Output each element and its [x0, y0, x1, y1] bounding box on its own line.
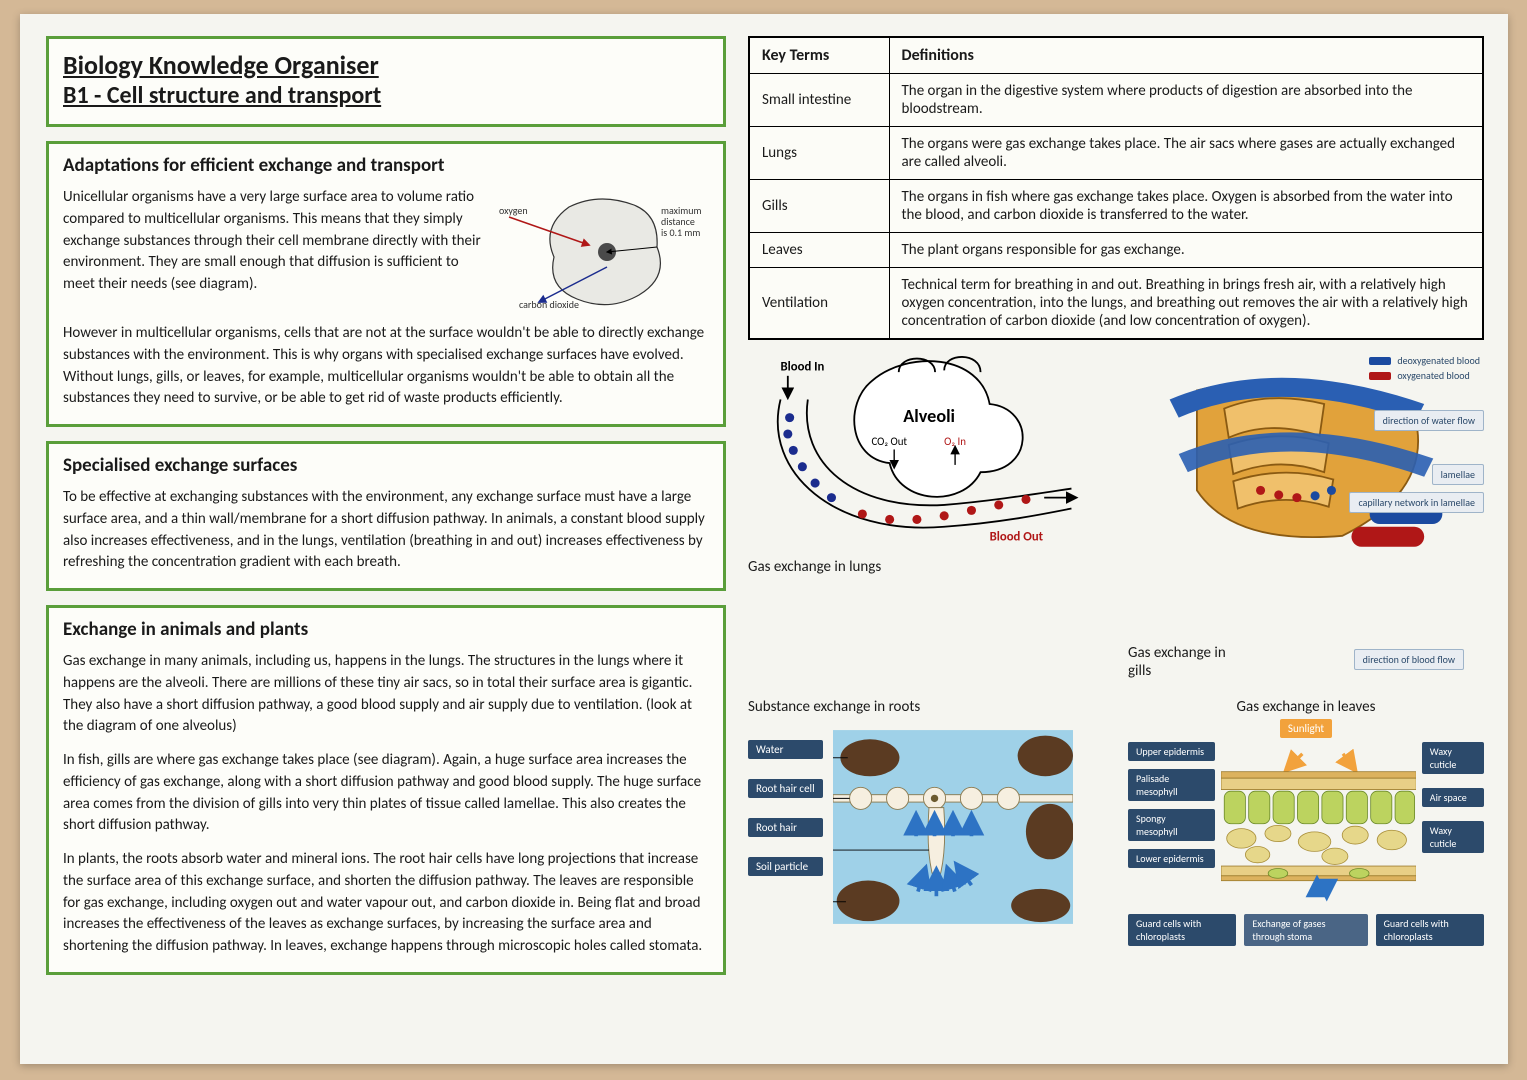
keyterm-def: The plant organs responsible for gas exc…: [889, 233, 1483, 268]
table-row: VentilationTechnical term for breathing …: [749, 268, 1483, 340]
leaf-waxy2: Waxy cuticle: [1422, 821, 1484, 853]
alveoli-o2: O₂ In: [944, 435, 966, 448]
diagram-alveoli: Blood In Alveoli CO₂ Out O₂ In: [748, 354, 1104, 676]
keyterm-def: Technical term for breathing in and out.…: [889, 268, 1483, 340]
worksheet-page: Biology Knowledge Organiser B1 - Cell st…: [20, 14, 1508, 1064]
left-column: Biology Knowledge Organiser B1 - Cell st…: [46, 36, 726, 1046]
keyterms-col1: Key Terms: [749, 37, 889, 74]
gill-capnet: capillary network in lamellae: [1349, 492, 1484, 513]
section-adaptations: Adaptations for efficient exchange and t…: [46, 141, 726, 427]
keyterm-term: Small intestine: [749, 74, 889, 127]
keyterm-term: Leaves: [749, 233, 889, 268]
page-title-2: B1 - Cell structure and transport: [63, 81, 709, 110]
alveoli-label: Alveoli: [903, 405, 955, 427]
keyterm-def: The organs in fish where gas exchange ta…: [889, 180, 1483, 233]
alveoli-caption: Gas exchange in lungs: [748, 558, 1104, 576]
alveoli-blood-out: Blood Out: [990, 529, 1044, 544]
leaf-upper: Upper epidermis: [1128, 742, 1215, 761]
cell-label-co2: carbon dioxide: [519, 299, 579, 310]
section1-heading: Adaptations for efficient exchange and t…: [63, 154, 709, 177]
leaf-waxy1: Waxy cuticle: [1422, 742, 1484, 774]
roots-caption: Substance exchange in roots: [748, 698, 1104, 716]
gill-bloodflow: direction of blood flow: [1354, 649, 1464, 670]
section3-p2: In fish, gills are where gas exchange ta…: [63, 750, 709, 837]
table-row: LeavesThe plant organs responsible for g…: [749, 233, 1483, 268]
section3-p1: Gas exchange in many animals, including …: [63, 651, 709, 738]
diagrams-grid: Blood In Alveoli CO₂ Out O₂ In: [748, 354, 1484, 1046]
section3-heading: Exchange in animals and plants: [63, 618, 709, 641]
gills-caption: Gas exchange in gills: [1128, 644, 1228, 680]
diagram-gills: deoxygenated blood oxygenated blood: [1128, 354, 1484, 676]
root-label-cell: Root hair cell: [748, 779, 823, 798]
keyterm-term: Ventilation: [749, 268, 889, 340]
section2-p1: To be effective at exchanging substances…: [63, 487, 709, 574]
leaf-lower: Lower epidermis: [1128, 849, 1215, 868]
leaf-exchange: Exchange of gases through stoma: [1244, 914, 1367, 946]
cell-label-dist3: is 0.1 mm: [661, 227, 700, 238]
leaf-guard2: Guard cells with chloroplasts: [1376, 914, 1484, 946]
gill-lamellae: lamellae: [1432, 464, 1484, 485]
cell-label-oxygen: oxygen: [499, 205, 528, 216]
gill-waterflow: direction of water flow: [1374, 410, 1484, 431]
root-label-soil: Soil particle: [748, 857, 823, 876]
leaf-caption: Gas exchange in leaves: [1128, 698, 1484, 716]
section2-heading: Specialised exchange surfaces: [63, 454, 709, 477]
keyterm-term: Lungs: [749, 127, 889, 180]
leaf-spongy: Spongy mesophyll: [1128, 809, 1215, 841]
right-column: Key Terms Definitions Small intestineThe…: [748, 36, 1484, 1046]
leaf-guard1: Guard cells with chloroplasts: [1128, 914, 1236, 946]
cell-diffusion-diagram: oxygen carbon dioxide maximum distance i…: [499, 187, 709, 317]
root-label-hair: Root hair: [748, 818, 823, 837]
section-exchange: Exchange in animals and plants Gas excha…: [46, 605, 726, 975]
alveoli-co2: CO₂ Out: [871, 435, 907, 448]
diagram-leaf: Gas exchange in leaves Sunlight Upper ep…: [1128, 694, 1484, 1046]
table-row: Small intestineThe organ in the digestiv…: [749, 74, 1483, 127]
section-specialised: Specialised exchange surfaces To be effe…: [46, 441, 726, 591]
title-box: Biology Knowledge Organiser B1 - Cell st…: [46, 36, 726, 127]
section1-p2: However in multicellular organisms, cell…: [63, 323, 709, 410]
alveoli-blood-in: Blood In: [781, 359, 825, 374]
table-row: GillsThe organs in fish where gas exchan…: [749, 180, 1483, 233]
diagram-roots: Substance exchange in roots Water Root h…: [748, 694, 1104, 1046]
root-label-water: Water: [748, 740, 823, 759]
keyterm-def: The organ in the digestive system where …: [889, 74, 1483, 127]
leaf-sunlight: Sunlight: [1280, 719, 1332, 738]
leaf-palisade: Palisade mesophyll: [1128, 769, 1215, 801]
keyterms-col2: Definitions: [889, 37, 1483, 74]
gill-legend-deoxy: deoxygenated blood: [1397, 354, 1480, 367]
keyterm-term: Gills: [749, 180, 889, 233]
table-row: LungsThe organs were gas exchange takes …: [749, 127, 1483, 180]
page-title-1: Biology Knowledge Organiser: [63, 49, 709, 81]
section3-p3: In plants, the roots absorb water and mi…: [63, 849, 709, 958]
gill-legend-oxy: oxygenated blood: [1397, 369, 1469, 382]
keyterm-def: The organs were gas exchange takes place…: [889, 127, 1483, 180]
leaf-air: Air space: [1422, 788, 1484, 807]
key-terms-table: Key Terms Definitions Small intestineThe…: [748, 36, 1484, 340]
